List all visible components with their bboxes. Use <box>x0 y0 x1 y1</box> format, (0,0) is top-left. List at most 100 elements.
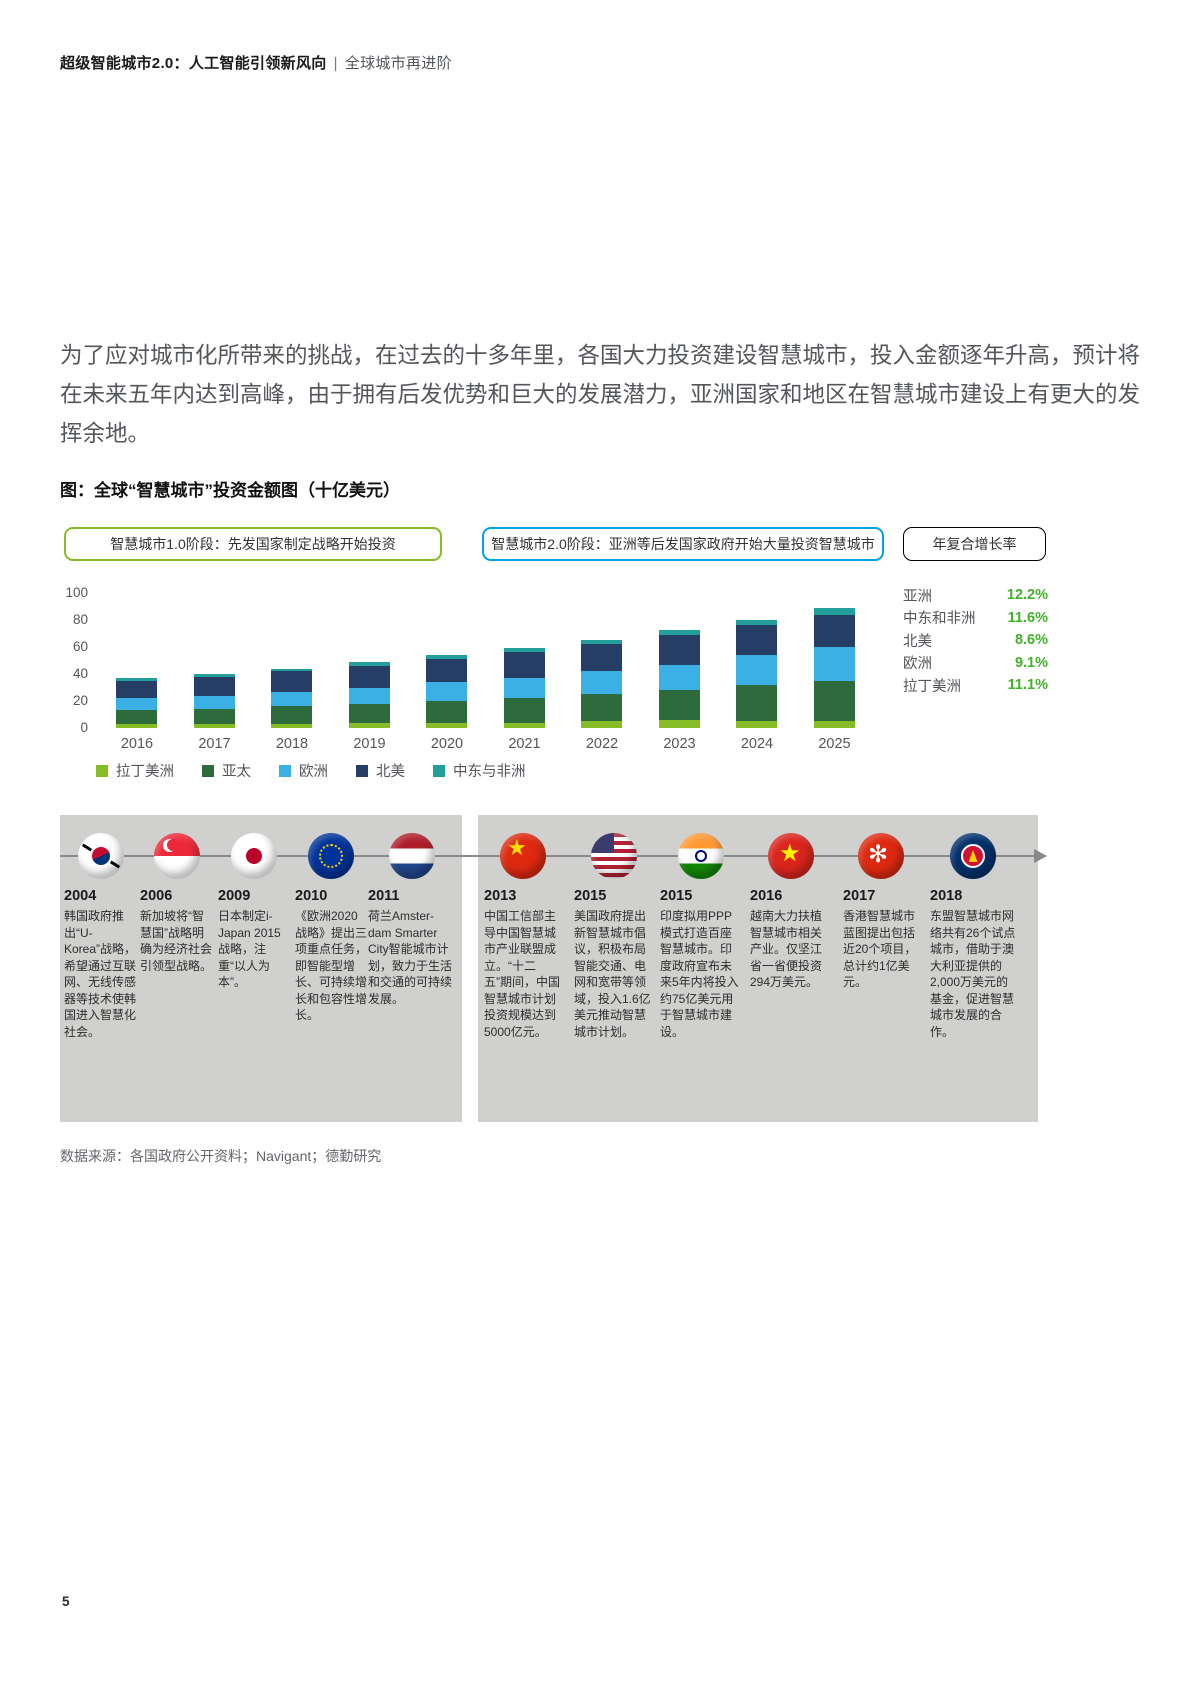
cagr-region-label: 欧洲 <box>903 656 932 673</box>
timeline-item: 2009 日本制定i-Japan 2015战略，注重“以人为本”。 <box>218 833 290 991</box>
hongkong-flag-icon: ✻ <box>858 833 904 879</box>
legend-label: 亚太 <box>222 764 251 780</box>
timeline-item: 2004 韩国政府推出“U-Korea”战略，希望通过互联网、无线传感器等技术使韩… <box>64 833 138 1040</box>
bar-segment <box>271 723 313 728</box>
asean-flag-icon <box>950 833 996 879</box>
timeline-year: 2016 <box>750 888 783 904</box>
bar-segment <box>658 719 700 728</box>
timeline-item: ★ 2013 中国工信部主导中国智慧城市产业联盟成立。“十二五”期间，中国智慧城市计… <box>484 833 562 1040</box>
legend-swatch <box>279 764 291 777</box>
bar-segment <box>348 703 390 723</box>
timeline-text: 新加坡将“智慧国”战略明确为经济社会引领型战略。 <box>140 909 213 973</box>
bar-segment <box>736 625 778 656</box>
vietnam-flag-icon: ★ <box>768 833 814 879</box>
timeline-text: 印度拟用PPP模式打造百座智慧城市。印度政府宣布未来5年内将投入约75亿美元用于… <box>660 909 739 1039</box>
bar-segment <box>116 680 158 699</box>
bar-segment <box>658 690 700 720</box>
cagr-value: 12.2% <box>1006 587 1048 604</box>
bar-segment <box>503 722 545 728</box>
cagr-title-box: 年复合增长率 <box>903 527 1046 561</box>
bar-segment <box>348 687 390 704</box>
bar-segment <box>426 701 468 723</box>
timeline-item: 2018 东盟智慧城市网络共有26个试点城市，借助于澳大利亚提供的2,000万美元… <box>930 833 1016 1040</box>
legend-swatch <box>202 764 214 777</box>
y-axis-label: 0 <box>80 720 88 735</box>
korea-flag-icon <box>78 833 124 879</box>
timeline-year: 2009 <box>218 888 251 904</box>
chart-title: 图：全球“智慧城市”投资金额图（十亿美元） <box>60 481 400 500</box>
x-axis-label: 2025 <box>818 736 851 752</box>
chart-y-axis: 0 20 40 60 80 100 <box>50 585 88 735</box>
legend-label: 欧洲 <box>299 764 328 780</box>
bar-2020 <box>426 655 468 728</box>
timeline-year: 2010 <box>295 888 328 904</box>
legend-label: 拉丁美洲 <box>116 764 174 780</box>
timeline-item: 2010 《欧洲2020战略》提出三项重点任务，即智能型增长、可持续增长和包容性增… <box>295 833 367 1024</box>
timeline-text: 中国工信部主导中国智慧城市产业联盟成立。“十二五”期间，中国智慧城市计划投资规模… <box>484 909 560 1039</box>
legend-item: 北美 <box>356 760 405 781</box>
legend-swatch <box>96 764 108 777</box>
bar-segment <box>348 661 390 666</box>
legend-swatch <box>433 764 445 777</box>
phase1-label-box: 智慧城市1.0阶段：先发国家制定战略开始投资 <box>64 527 442 561</box>
timeline-text: 东盟智慧城市网络共有26个试点城市，借助于澳大利亚提供的2,000万美元的基金，… <box>930 909 1016 1039</box>
chart-plot-area: 2016 2017 2018 2019 2020 2021 2022 2023 2024 2025 <box>98 593 873 752</box>
bar-segment <box>581 671 623 695</box>
legend-swatch <box>356 764 368 777</box>
bar-segment <box>581 694 623 722</box>
india-flag-icon <box>678 833 724 879</box>
timeline-arrowhead-icon <box>1034 849 1047 863</box>
bar-segment <box>426 655 468 660</box>
timeline-axis-line <box>60 855 1034 857</box>
bar-segment <box>271 691 313 707</box>
bar-segment <box>116 710 158 724</box>
timeline-year: 2017 <box>843 888 876 904</box>
x-axis-label: 2016 <box>120 736 154 752</box>
bar-segment <box>658 664 700 691</box>
cagr-value: 11.1% <box>1007 677 1048 694</box>
singapore-flag-icon <box>154 833 200 879</box>
timeline-year: 2015 <box>660 888 693 904</box>
bar-segment <box>116 723 158 728</box>
bar-segment <box>193 676 235 696</box>
bar-segment <box>658 629 700 635</box>
bar-segment <box>736 721 778 728</box>
timeline-text: 韩国政府推出“U-Korea”战略，希望通过互联网、无线传感器等技术使韩国进入智… <box>64 909 137 1039</box>
bar-segment <box>193 674 235 677</box>
eu-flag-icon <box>308 833 354 879</box>
x-axis-label: 2022 <box>585 736 619 752</box>
page-number: 5 <box>62 1594 70 1609</box>
timeline-text: 日本制定i-Japan 2015战略，注重“以人为本”。 <box>218 909 281 989</box>
timeline-year: 2006 <box>140 888 173 904</box>
timeline-text: 香港智慧城市蓝图提出包括近20个项目，总计约1亿美元。 <box>843 909 917 989</box>
cagr-value: 8.6% <box>1014 632 1048 649</box>
cagr-title: 年复合增长率 <box>932 536 1017 552</box>
legend-label: 北美 <box>376 764 405 780</box>
bar-segment <box>658 634 700 665</box>
cagr-region-label: 中东和非洲 <box>903 611 976 628</box>
bar-segment <box>348 665 390 688</box>
japan-flag-icon <box>231 833 277 879</box>
bar-segment <box>581 644 623 672</box>
bar-segment <box>503 652 545 679</box>
bar-2018 <box>271 668 313 728</box>
chart-legend: 拉丁美洲 亚太 欧洲 北美 中东与非洲 <box>96 760 526 781</box>
timeline-item: ✻ 2017 香港智慧城市蓝图提出包括近20个项目，总计约1亿美元。 <box>843 833 919 991</box>
page-header: 超级智能城市2.0：人工智能引领新风向 | 全球城市再进阶 <box>60 52 452 73</box>
bar-2022 <box>581 640 623 728</box>
legend-item: 拉丁美洲 <box>96 760 174 781</box>
legend-label: 中东与非洲 <box>453 764 526 780</box>
x-axis-label: 2018 <box>275 736 309 752</box>
phase2-label-box: 智慧城市2.0阶段：亚洲等后发国家政府开始大量投资智慧城市 <box>482 527 884 561</box>
timeline-item: 2011 荷兰Amster-dam Smarter City智能城市计划，致力于生… <box>368 833 456 1007</box>
timeline-item: 2015 美国政府提出新智慧城市倡议，积极布局智能交通、电网和宽带等领域，投入1.… <box>574 833 654 1040</box>
china-flag-icon: ★ <box>500 833 546 879</box>
timeline-year: 2015 <box>574 888 607 904</box>
legend-item: 欧洲 <box>279 760 328 781</box>
x-axis-label: 2021 <box>508 736 541 752</box>
timeline-background-2 <box>478 815 1038 1122</box>
bar-segment <box>503 648 545 653</box>
netherlands-flag-icon <box>389 833 435 879</box>
y-axis-label: 100 <box>65 585 88 600</box>
